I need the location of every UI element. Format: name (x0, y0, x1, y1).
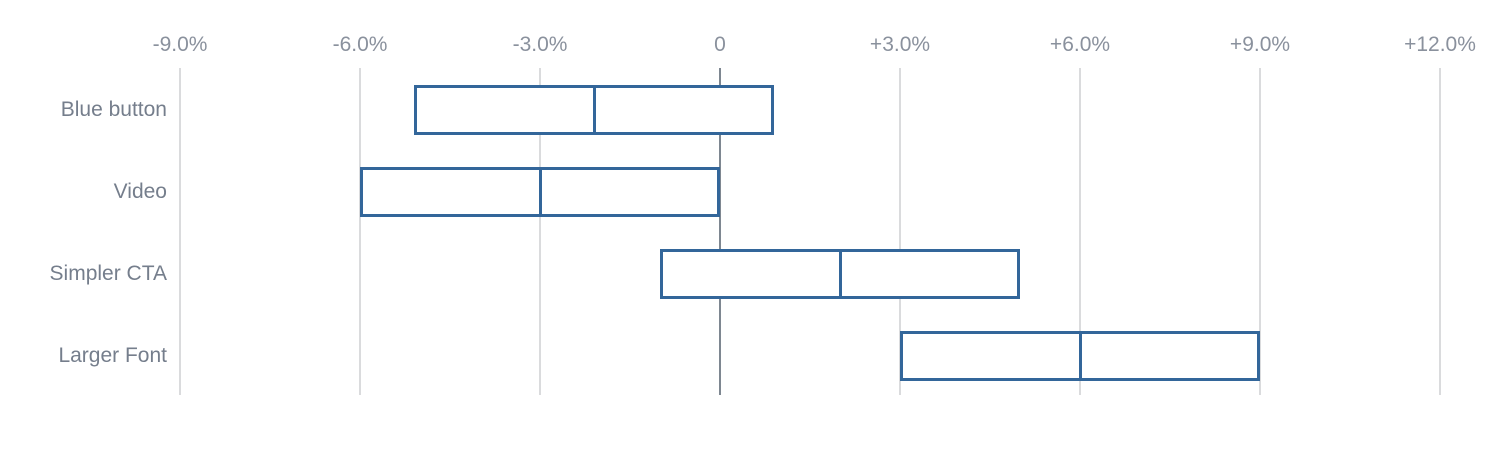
x-tick-label: 0 (714, 33, 726, 56)
range-bar (660, 249, 1020, 299)
x-tick-label: -6.0% (332, 33, 388, 56)
midpoint-line (592, 88, 596, 132)
gridline (899, 68, 901, 395)
x-tick-label: +6.0% (1049, 33, 1111, 56)
x-tick-label: -3.0% (512, 33, 568, 56)
range-bar (900, 331, 1260, 381)
x-tick-label: +3.0% (869, 33, 931, 56)
category-label: Video (113, 180, 167, 203)
category-label: Simpler CTA (49, 262, 167, 285)
range-bar (360, 167, 720, 217)
range-bar (414, 85, 774, 135)
gridline (1439, 68, 1441, 395)
gridline (1259, 68, 1261, 395)
x-tick-label: +12.0% (1404, 33, 1476, 56)
x-tick-label: -9.0% (152, 33, 208, 56)
midpoint-line (538, 170, 542, 214)
gridline (539, 68, 541, 395)
gridline (1079, 68, 1081, 395)
x-tick-label: +9.0% (1229, 33, 1291, 56)
midpoint-line (838, 252, 842, 296)
zero-gridline (719, 68, 721, 395)
category-label: Larger Font (58, 344, 167, 367)
midpoint-line (1078, 334, 1082, 378)
gridline (179, 68, 181, 395)
category-label: Blue button (60, 98, 167, 121)
gridline (359, 68, 361, 395)
